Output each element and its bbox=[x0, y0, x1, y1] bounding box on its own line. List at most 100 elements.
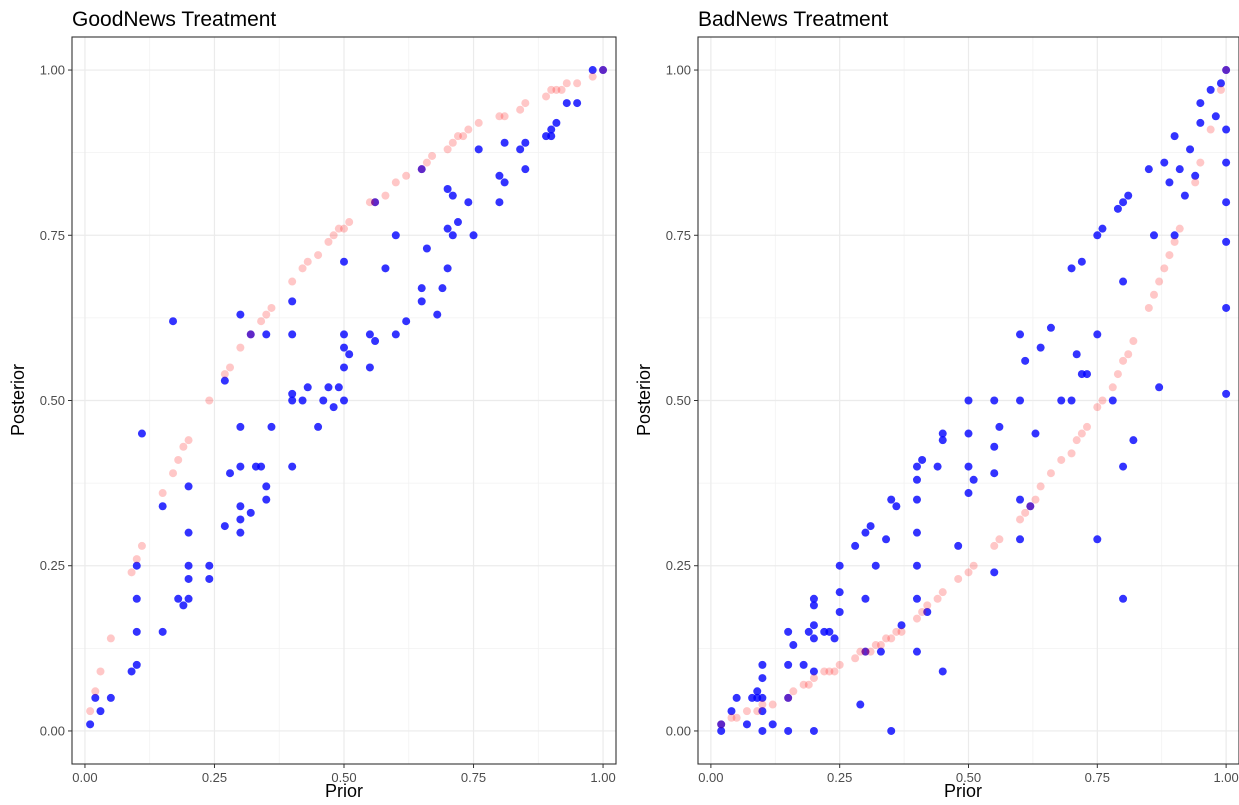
data-point-bayesian bbox=[923, 601, 932, 610]
data-point-observed bbox=[964, 429, 973, 438]
data-point-bayesian bbox=[314, 251, 323, 260]
data-point-bayesian bbox=[1036, 482, 1045, 491]
data-point-bayesian bbox=[205, 396, 214, 405]
data-point-observed bbox=[443, 224, 452, 233]
data-point-bayesian bbox=[784, 693, 793, 702]
data-point-bayesian bbox=[882, 634, 891, 643]
data-point-observed bbox=[990, 568, 999, 577]
data-point-bayesian bbox=[371, 198, 380, 207]
plot-area-badnews: 0.00 0.25 0.50 0.75 1.00 0.00 0.25 0.50 0.75 1.00 bbox=[666, 36, 1239, 785]
data-point-observed bbox=[758, 660, 767, 669]
data-point-bayesian bbox=[861, 647, 870, 656]
data-point-observed bbox=[417, 165, 426, 174]
data-point-observed bbox=[1016, 535, 1025, 544]
data-point-bayesian bbox=[1113, 370, 1122, 379]
data-point-bayesian bbox=[86, 707, 95, 716]
data-point-bayesian bbox=[464, 125, 473, 134]
data-point-bayesian bbox=[391, 178, 400, 187]
data-point-observed bbox=[1119, 198, 1128, 207]
data-point-observed bbox=[912, 647, 921, 656]
data-point-observed bbox=[262, 482, 271, 491]
data-point-observed bbox=[1083, 370, 1092, 379]
data-point-bayesian bbox=[329, 231, 338, 240]
data-point-bayesian bbox=[599, 66, 608, 75]
data-point-bayesian bbox=[856, 647, 865, 656]
data-point-observed bbox=[371, 337, 380, 346]
data-point-observed bbox=[340, 343, 348, 352]
data-point-observed bbox=[288, 330, 297, 339]
data-point-observed bbox=[184, 482, 193, 491]
data-point-bayesian bbox=[516, 105, 525, 114]
data-point-observed bbox=[236, 515, 245, 524]
data-point-observed bbox=[521, 138, 530, 147]
data-point-bayesian bbox=[1057, 455, 1066, 464]
data-point-observed bbox=[861, 528, 870, 537]
data-point-bayesian bbox=[1196, 158, 1205, 167]
data-point-observed bbox=[205, 561, 214, 570]
data-point-observed bbox=[1222, 125, 1231, 134]
data-point-observed bbox=[262, 330, 271, 339]
data-point-observed bbox=[334, 383, 343, 392]
data-point-observed bbox=[1216, 79, 1225, 88]
data-point-observed bbox=[246, 508, 255, 517]
data-point-bayesian bbox=[933, 594, 942, 603]
data-point-observed bbox=[1129, 436, 1138, 445]
data-point-bayesian bbox=[262, 310, 271, 319]
data-point-observed bbox=[871, 561, 880, 570]
data-point-observed bbox=[990, 396, 999, 405]
data-point-observed bbox=[784, 693, 793, 702]
x-tick-label: 1.00 bbox=[590, 770, 615, 785]
data-point-observed bbox=[912, 528, 921, 537]
y-tick-label: 0.00 bbox=[666, 723, 691, 738]
data-point-observed bbox=[835, 588, 844, 597]
data-point-observed bbox=[1098, 224, 1107, 233]
data-point-observed bbox=[825, 627, 834, 636]
data-point-observed bbox=[912, 475, 921, 484]
data-point-observed bbox=[340, 363, 348, 372]
data-point-observed bbox=[830, 634, 839, 643]
data-point-observed bbox=[964, 396, 973, 405]
data-point-observed bbox=[1196, 99, 1205, 108]
data-point-bayesian bbox=[1160, 264, 1169, 273]
data-point-observed bbox=[1186, 145, 1195, 154]
x-axis-title-badnews: Prior bbox=[944, 781, 982, 801]
data-point-bayesian bbox=[1165, 251, 1174, 260]
data-point-observed bbox=[391, 330, 400, 339]
data-point-observed bbox=[267, 422, 276, 431]
data-point-bayesian bbox=[334, 224, 343, 233]
data-point-observed bbox=[391, 231, 400, 240]
data-point-observed bbox=[340, 396, 348, 405]
data-point-observed bbox=[547, 132, 556, 141]
data-point-bayesian bbox=[742, 707, 751, 716]
data-point-observed bbox=[887, 726, 896, 735]
data-point-observed bbox=[552, 118, 561, 127]
data-point-observed bbox=[443, 185, 452, 194]
data-point-bayesian bbox=[1093, 403, 1102, 412]
data-point-bayesian bbox=[1016, 515, 1025, 524]
data-point-observed bbox=[226, 469, 235, 478]
data-point-observed bbox=[1165, 178, 1174, 187]
x-tick-label: 0.50 bbox=[956, 770, 981, 785]
data-point-observed bbox=[1119, 277, 1128, 286]
data-point-bayesian bbox=[303, 257, 312, 266]
data-point-observed bbox=[1067, 264, 1076, 273]
data-point-observed bbox=[433, 310, 442, 319]
data-point-bayesian bbox=[727, 713, 736, 722]
data-point-bayesian bbox=[799, 680, 808, 689]
data-point-observed bbox=[809, 601, 818, 610]
y-tick-label: 0.25 bbox=[40, 558, 65, 573]
data-point-observed bbox=[402, 317, 411, 326]
data-point-bayesian bbox=[552, 85, 561, 94]
data-point-bayesian bbox=[448, 138, 457, 147]
data-point-bayesian bbox=[1149, 290, 1158, 299]
data-point-bayesian bbox=[345, 218, 354, 227]
data-point-bayesian bbox=[184, 436, 193, 445]
data-point-bayesian bbox=[804, 680, 813, 689]
data-point-bayesian bbox=[954, 574, 963, 583]
data-point-observed bbox=[417, 297, 426, 306]
data-point-bayesian bbox=[732, 713, 741, 722]
data-point-observed bbox=[933, 462, 942, 471]
data-point-bayesian bbox=[990, 541, 999, 550]
data-point-observed bbox=[1170, 132, 1179, 141]
